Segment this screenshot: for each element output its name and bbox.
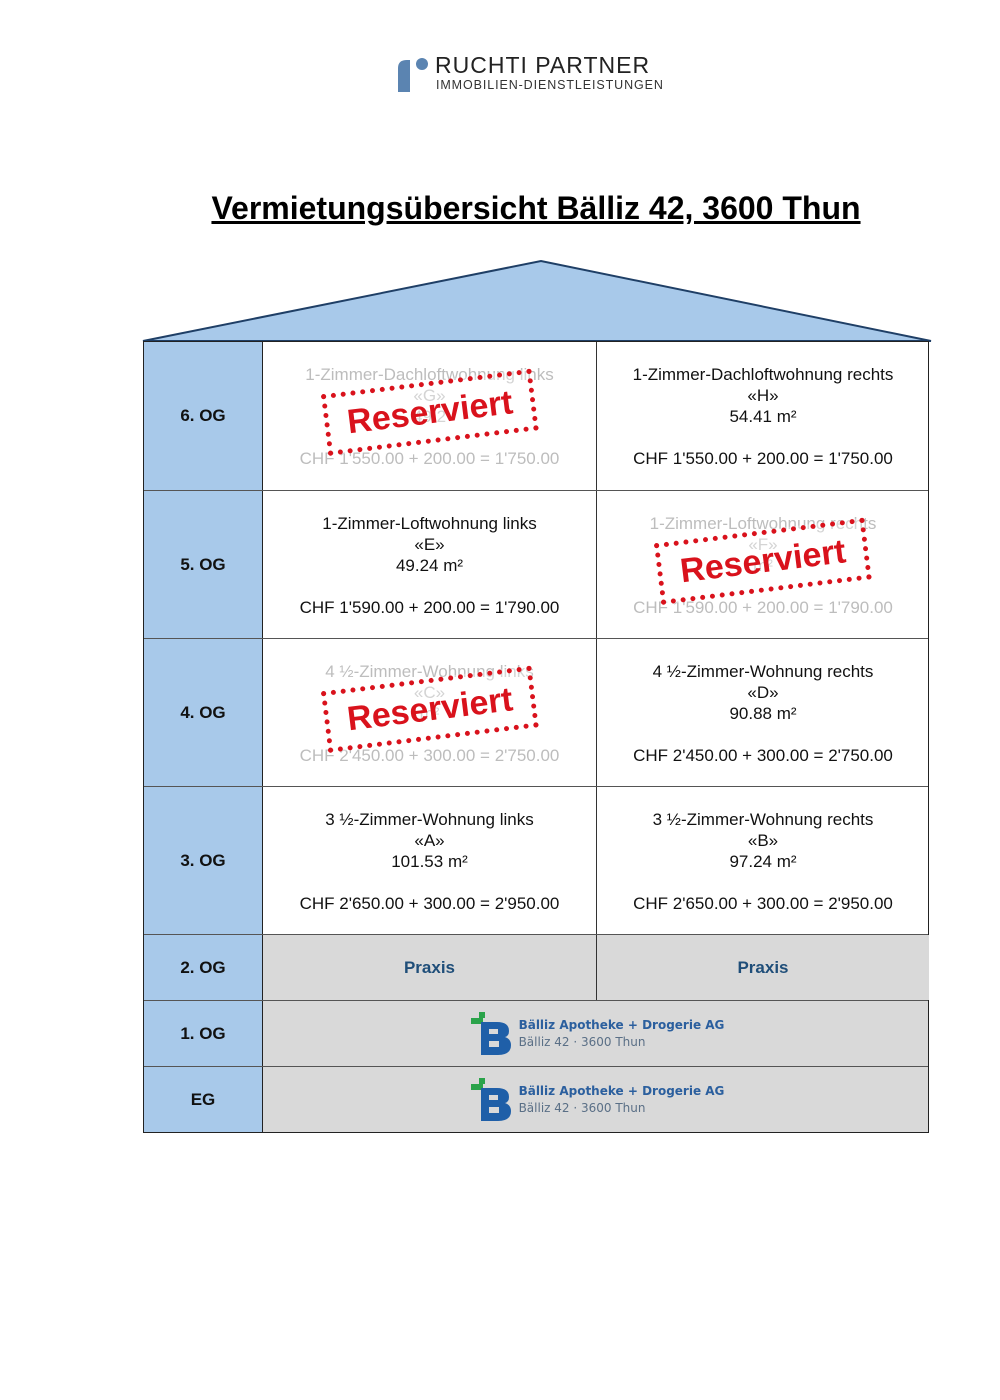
unit-name: 4 ½-Zimmer-Wohnung links xyxy=(325,662,534,681)
unit-price: CHF 2'650.00 + 300.00 = 2'950.00 xyxy=(633,894,893,913)
floor-label: 2. OG xyxy=(144,935,263,1000)
unit-price: CHF 2'450.00 + 300.00 = 2'750.00 xyxy=(633,746,893,765)
floor-row: 1. OG Bälliz Apotheke + Drogerie AG Bälliz… xyxy=(144,1000,928,1066)
unit-area: m² xyxy=(419,704,440,723)
floor-label: 6. OG xyxy=(144,342,263,490)
unit-code: «A» xyxy=(414,831,445,850)
pharmacy-b-icon xyxy=(470,1011,511,1055)
unit-area: 97.24 m² xyxy=(729,852,797,871)
unit-name: 3 ½-Zimmer-Wohnung rechts xyxy=(652,810,874,829)
unit-code: «C» xyxy=(413,683,446,702)
tenant-address: Bälliz 42 · 3600 Thun xyxy=(518,1034,646,1049)
pharmacy-logo: Bälliz Apotheke + Drogerie AG Bälliz 42 ·… xyxy=(467,1077,725,1122)
praxis-cell-left: Praxis xyxy=(263,935,596,1000)
company-tagline: IMMOBILIEN-DIENSTLEISTUNGEN xyxy=(436,78,664,92)
unit-code: «B» xyxy=(747,831,779,850)
unit-cell[interactable]: 3 ½-Zimmer-Wohnung links «A» 101.53 m² CHF … xyxy=(263,787,596,934)
unit-area: 90.88 m² xyxy=(729,704,797,723)
unit-code: «G» xyxy=(413,386,446,405)
unit-cell[interactable]: 1-Zimmer-Loftwohnung rechts «F» m² CHF 1'59… xyxy=(596,491,929,638)
tenant-address: Bälliz 42 · 3600 Thun xyxy=(518,1100,646,1115)
floor-row: 2. OG Praxis Praxis xyxy=(144,934,929,1000)
unit-cell[interactable]: 1-Zimmer-Dachloftwohnung links «G» 49.2 CHF… xyxy=(263,342,596,490)
unit-area: 49.2 xyxy=(412,407,447,426)
tenant-name: Bälliz Apotheke + Drogerie AG xyxy=(518,1017,725,1032)
unit-code: «H» xyxy=(747,386,779,405)
unit-name: 1-Zimmer-Loftwohnung rechts xyxy=(649,514,877,533)
unit-price: CHF 1'550.00 + 200.00 = 1'750.00 xyxy=(299,449,560,468)
unit-price: CHF 2'650.00 + 300.00 = 2'950.00 xyxy=(299,894,560,913)
floor-plan-table: 6. OG 1-Zimmer-Dachloftwohnung links «G» 49… xyxy=(143,341,929,1133)
floor-row: 5. OG 1-Zimmer-Loftwohnung links «E» 49.24 … xyxy=(144,490,928,638)
unit-cell[interactable]: 3 ½-Zimmer-Wohnung rechts «B» 97.24 m² CHF … xyxy=(596,787,929,934)
roof-shape xyxy=(142,259,932,342)
roof-graphic xyxy=(142,259,932,342)
ruchti-logo-icon xyxy=(398,58,428,92)
unit-name: 1-Zimmer-Dachloftwohnung links xyxy=(305,365,554,384)
unit-area: m² xyxy=(753,556,773,575)
floor-label: 3. OG xyxy=(144,787,263,934)
unit-code: «F» xyxy=(748,535,778,554)
unit-cell[interactable]: 1-Zimmer-Loftwohnung links «E» 49.24 m² CHF… xyxy=(263,491,596,638)
floor-label: 4. OG xyxy=(144,639,263,786)
unit-area: 54.41 m² xyxy=(729,407,797,426)
page-title: Vermietungsübersicht Bälliz 42, 3600 Thu… xyxy=(211,190,861,226)
pharmacy-b-icon xyxy=(470,1077,511,1121)
unit-price: CHF 1'590.00 + 200.00 = 1'790.00 xyxy=(299,598,560,617)
floor-row: EG Bälliz Apotheke + Drogerie AG Bälliz 42… xyxy=(144,1066,928,1132)
unit-area: 49.24 m² xyxy=(395,556,464,575)
unit-name: 4 ½-Zimmer-Wohnung rechts xyxy=(652,662,874,681)
unit-cell[interactable]: 1-Zimmer-Dachloftwohnung rechts «H» 54.41 … xyxy=(596,342,929,490)
floor-label: 1. OG xyxy=(144,1001,263,1066)
floor-label: EG xyxy=(144,1067,263,1132)
tenant-cell: Bälliz Apotheke + Drogerie AG Bälliz 42 ·… xyxy=(263,1067,928,1132)
tenant-cell: Bälliz Apotheke + Drogerie AG Bälliz 42 ·… xyxy=(263,1001,928,1066)
unit-name: 1-Zimmer-Loftwohnung links xyxy=(322,514,537,533)
floor-row: 6. OG 1-Zimmer-Dachloftwohnung links «G» 49… xyxy=(144,342,928,490)
unit-price: CHF 2'450.00 + 300.00 = 2'750.00 xyxy=(299,746,560,765)
unit-name: 1-Zimmer-Dachloftwohnung rechts xyxy=(632,365,894,384)
floor-label: 5. OG xyxy=(144,491,263,638)
tenant-name: Bälliz Apotheke + Drogerie AG xyxy=(518,1083,725,1098)
praxis-cell-right: Praxis xyxy=(596,935,929,1000)
unit-code: «D» xyxy=(747,683,779,702)
unit-cell[interactable]: 4 ½-Zimmer-Wohnung rechts «D» 90.88 m² CHF … xyxy=(596,639,929,786)
unit-name: 3 ½-Zimmer-Wohnung links xyxy=(325,810,534,829)
pharmacy-logo: Bälliz Apotheke + Drogerie AG Bälliz 42 ·… xyxy=(467,1011,725,1056)
floor-row: 4. OG 4 ½-Zimmer-Wohnung links «C» m² CHF 2'… xyxy=(144,638,928,786)
unit-area: 101.53 m² xyxy=(391,852,468,871)
unit-code: «E» xyxy=(414,535,445,554)
unit-price: CHF 1'550.00 + 200.00 = 1'750.00 xyxy=(633,449,893,468)
floor-row: 3. OG 3 ½-Zimmer-Wohnung links «A» 101.53 m… xyxy=(144,786,928,934)
unit-price: CHF 1'590.00 + 200.00 = 1'790.00 xyxy=(633,598,893,617)
company-name: RUCHTI PARTNER xyxy=(435,52,651,78)
unit-cell[interactable]: 4 ½-Zimmer-Wohnung links «C» m² CHF 2'450.0… xyxy=(263,639,596,786)
